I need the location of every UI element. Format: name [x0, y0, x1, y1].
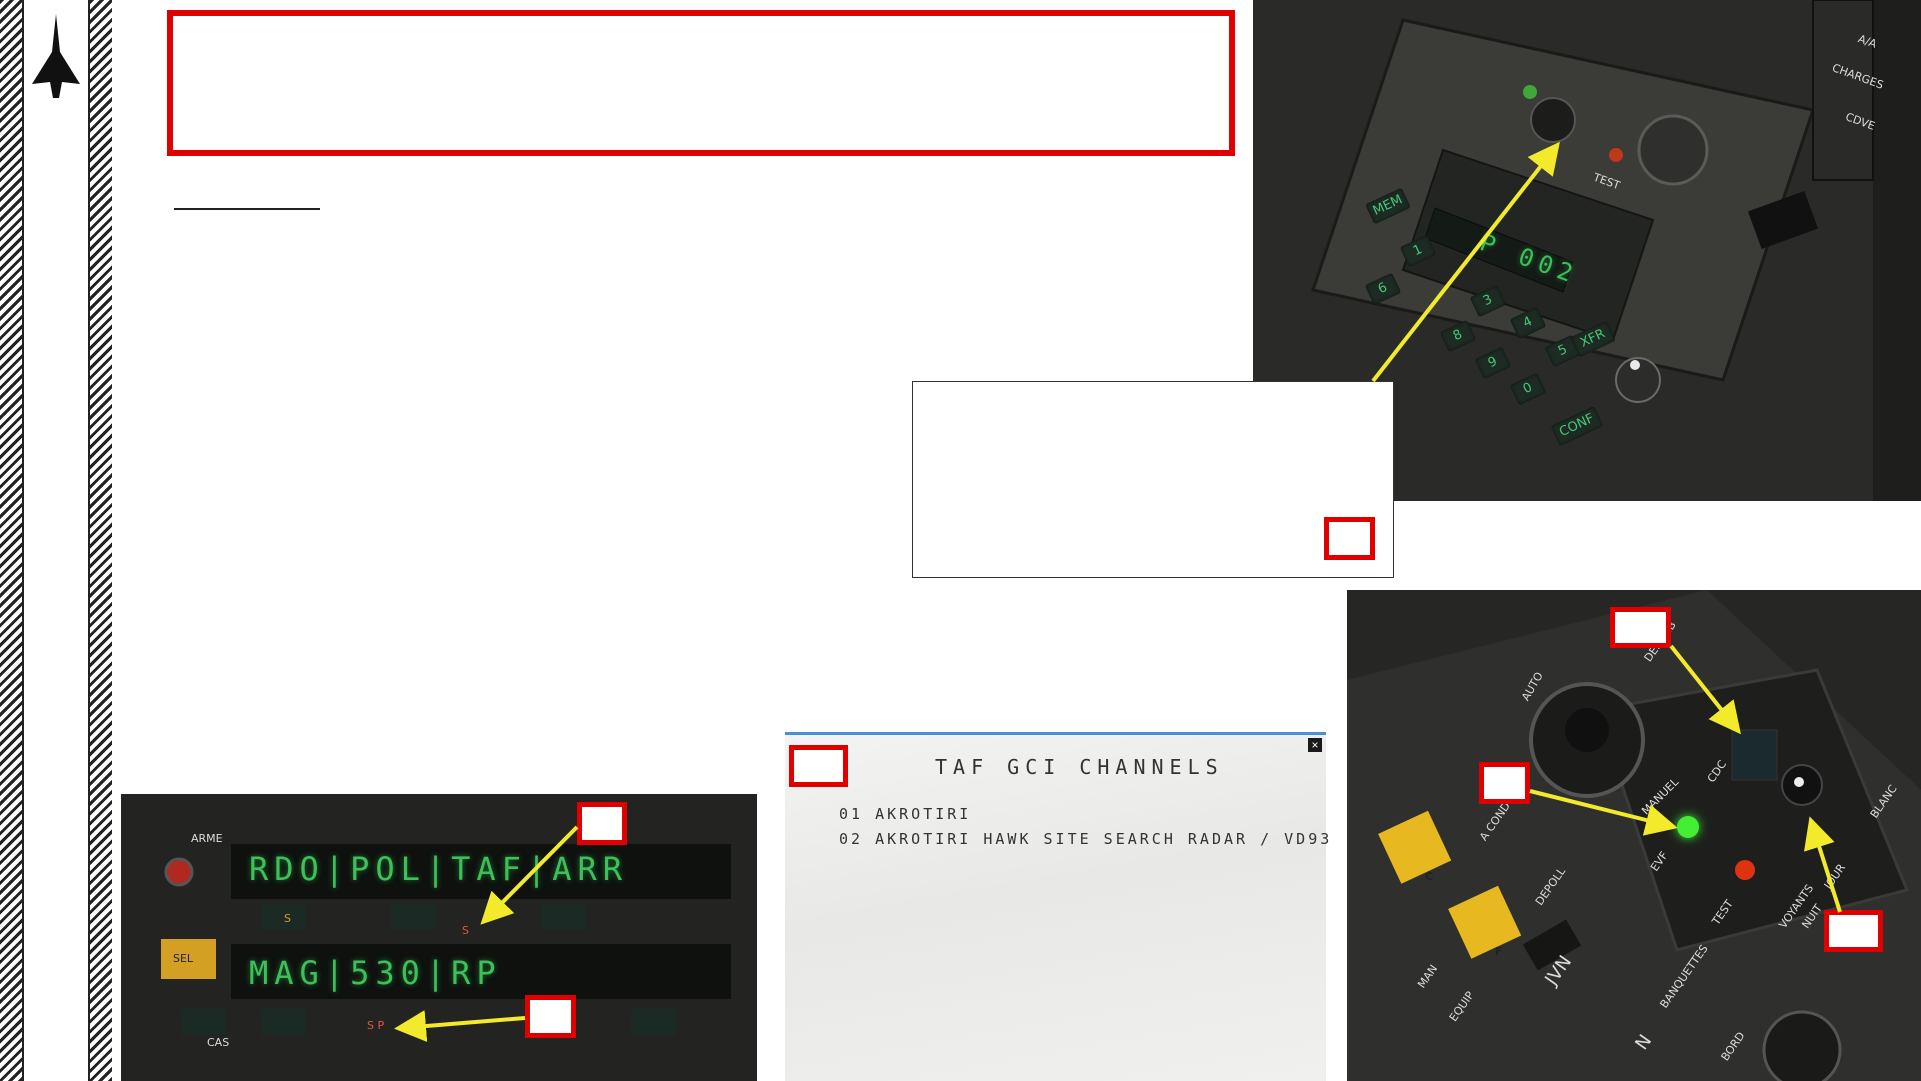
row1-sub-s2: S: [462, 924, 469, 937]
gci-channels-window: × TAF GCI CHANNELS 01 AKROTIRI 02 AKROTI…: [785, 732, 1329, 1081]
sidebar-stripe-right: [90, 0, 112, 1081]
sidebar-stripe-left: [0, 0, 22, 1081]
sidebar-divider: [88, 0, 90, 1081]
callout-box: [912, 381, 1394, 578]
gci-channel-line: 02 AKROTIRI HAWK SITE SEARCH RADAR / VD9…: [839, 830, 1333, 848]
label-arme: ARME: [191, 832, 223, 845]
section-underline: [174, 208, 320, 210]
led-green-evf: [1677, 816, 1699, 838]
clim-panel-photo: AUTO MANUEL CDC EVF TEST JVN N MAN EQUIP…: [1347, 590, 1921, 1081]
arm-row1-display: RDO|POL|TAF|ARR: [249, 850, 628, 888]
arm-row2-display: MAG|530|RP: [249, 954, 502, 992]
label-sel: SEL: [173, 952, 194, 965]
jet-silhouette-icon: [32, 14, 80, 98]
sidebar-divider: [22, 0, 24, 1081]
label-f: F: [1495, 945, 1503, 958]
gci-title: TAF GCI CHANNELS: [935, 755, 1224, 779]
row1-sub-s1: S: [284, 912, 291, 925]
clim-red-tag-left: [1479, 762, 1530, 804]
led-red-test: [1735, 860, 1755, 880]
title-box: [167, 10, 1235, 156]
clim-red-tag-right: [1824, 910, 1883, 952]
label-cas: CAS: [207, 1036, 230, 1049]
label-c: C: [1425, 870, 1434, 883]
arm-red-tag-top: [577, 802, 627, 845]
gci-channel-line: 01 AKROTIRI: [839, 805, 972, 823]
led-green-indicator: [1523, 85, 1537, 99]
row2-sub-sp: S P: [367, 1019, 385, 1032]
arm-red-tag-bottom: [525, 995, 576, 1038]
arm-panel-photo: ARME CAS SEL RDO|POL|TAF|ARR MAG|530|RP …: [121, 794, 757, 1081]
close-button[interactable]: ×: [1308, 738, 1322, 752]
clim-red-tag-top: [1610, 607, 1671, 648]
led-red-indicator: [1609, 148, 1623, 162]
gci-red-tag: [789, 745, 848, 787]
callout-red-tag: [1324, 517, 1375, 560]
